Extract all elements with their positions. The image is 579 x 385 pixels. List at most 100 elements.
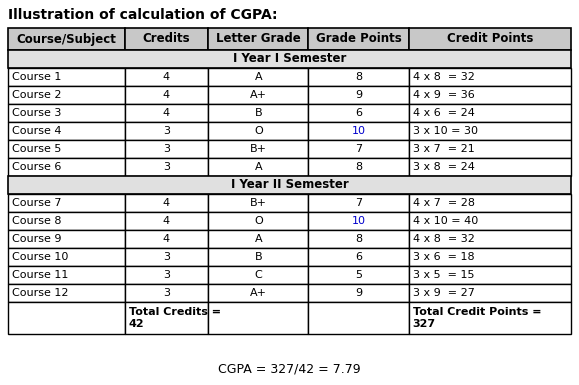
Text: Course 1: Course 1 — [12, 72, 61, 82]
Text: 3: 3 — [163, 144, 170, 154]
Text: A+: A+ — [250, 288, 267, 298]
Bar — [309, 266, 409, 284]
Text: I Year I Semester: I Year I Semester — [233, 52, 346, 65]
Bar — [208, 122, 309, 140]
Text: 3 x 5  = 15: 3 x 5 = 15 — [413, 270, 474, 280]
Bar — [309, 284, 409, 302]
Bar — [8, 194, 125, 212]
Bar — [309, 140, 409, 158]
Text: A: A — [254, 72, 262, 82]
Text: 3: 3 — [163, 162, 170, 172]
Bar — [125, 86, 208, 104]
Text: Course 2: Course 2 — [12, 90, 61, 100]
Bar — [208, 86, 309, 104]
Text: 8: 8 — [355, 234, 362, 244]
Text: C: C — [254, 270, 262, 280]
Text: O: O — [254, 126, 263, 136]
Bar — [208, 230, 309, 248]
Bar — [125, 248, 208, 266]
Text: B+: B+ — [250, 198, 267, 208]
Bar — [409, 230, 571, 248]
Text: Course 4: Course 4 — [12, 126, 61, 136]
Bar — [8, 230, 125, 248]
Text: Total Credits =
42: Total Credits = 42 — [129, 307, 221, 329]
Text: A: A — [254, 162, 262, 172]
Text: 5: 5 — [355, 270, 362, 280]
Bar — [125, 122, 208, 140]
Text: Course 8: Course 8 — [12, 216, 61, 226]
Text: 7: 7 — [355, 198, 362, 208]
Text: Credits: Credits — [142, 32, 190, 45]
Bar — [409, 266, 571, 284]
Bar — [8, 68, 125, 86]
Text: I Year II Semester: I Year II Semester — [230, 179, 349, 191]
Text: 4: 4 — [163, 90, 170, 100]
Bar — [125, 28, 208, 50]
Bar — [8, 266, 125, 284]
Text: 3 x 6  = 18: 3 x 6 = 18 — [413, 252, 474, 262]
Text: B: B — [254, 108, 262, 118]
Bar — [125, 266, 208, 284]
Text: 4: 4 — [163, 108, 170, 118]
Bar — [125, 212, 208, 230]
Text: Credit Points: Credit Points — [446, 32, 533, 45]
Text: 10: 10 — [351, 216, 365, 226]
Text: 10: 10 — [351, 126, 365, 136]
Bar — [309, 86, 409, 104]
Bar — [125, 302, 208, 334]
Text: Course 10: Course 10 — [12, 252, 68, 262]
Text: 4: 4 — [163, 72, 170, 82]
Text: 9: 9 — [355, 288, 362, 298]
Bar — [208, 158, 309, 176]
Bar — [208, 194, 309, 212]
Text: Grade Points: Grade Points — [316, 32, 401, 45]
Text: 6: 6 — [355, 108, 362, 118]
Text: 9: 9 — [355, 90, 362, 100]
Text: 4 x 6  = 24: 4 x 6 = 24 — [413, 108, 474, 118]
Bar — [409, 284, 571, 302]
Text: Course 7: Course 7 — [12, 198, 61, 208]
Bar — [125, 140, 208, 158]
Bar — [409, 86, 571, 104]
Text: 4 x 9  = 36: 4 x 9 = 36 — [413, 90, 474, 100]
Text: 8: 8 — [355, 162, 362, 172]
Bar — [208, 28, 309, 50]
Text: B: B — [254, 252, 262, 262]
Text: 3: 3 — [163, 288, 170, 298]
Bar — [8, 50, 571, 68]
Text: A: A — [254, 234, 262, 244]
Bar — [208, 302, 309, 334]
Text: Course 9: Course 9 — [12, 234, 61, 244]
Text: 3 x 10 = 30: 3 x 10 = 30 — [413, 126, 478, 136]
Bar — [309, 104, 409, 122]
Text: 4 x 7  = 28: 4 x 7 = 28 — [413, 198, 475, 208]
Bar — [8, 302, 125, 334]
Bar — [208, 212, 309, 230]
Text: 3 x 7  = 21: 3 x 7 = 21 — [413, 144, 474, 154]
Bar — [309, 194, 409, 212]
Text: Course 11: Course 11 — [12, 270, 68, 280]
Bar — [125, 284, 208, 302]
Text: B+: B+ — [250, 144, 267, 154]
Bar — [125, 230, 208, 248]
Text: Letter Grade: Letter Grade — [216, 32, 301, 45]
Bar — [125, 194, 208, 212]
Bar — [409, 248, 571, 266]
Text: 3 x 8  = 24: 3 x 8 = 24 — [413, 162, 474, 172]
Bar — [8, 176, 571, 194]
Bar — [309, 230, 409, 248]
Bar — [8, 248, 125, 266]
Bar — [125, 158, 208, 176]
Text: 3: 3 — [163, 126, 170, 136]
Text: A+: A+ — [250, 90, 267, 100]
Text: Course 5: Course 5 — [12, 144, 61, 154]
Bar — [309, 68, 409, 86]
Text: 3: 3 — [163, 252, 170, 262]
Bar — [8, 158, 125, 176]
Text: Course 12: Course 12 — [12, 288, 68, 298]
Bar — [208, 248, 309, 266]
Bar — [409, 68, 571, 86]
Bar — [309, 212, 409, 230]
Text: O: O — [254, 216, 263, 226]
Text: Course 6: Course 6 — [12, 162, 61, 172]
